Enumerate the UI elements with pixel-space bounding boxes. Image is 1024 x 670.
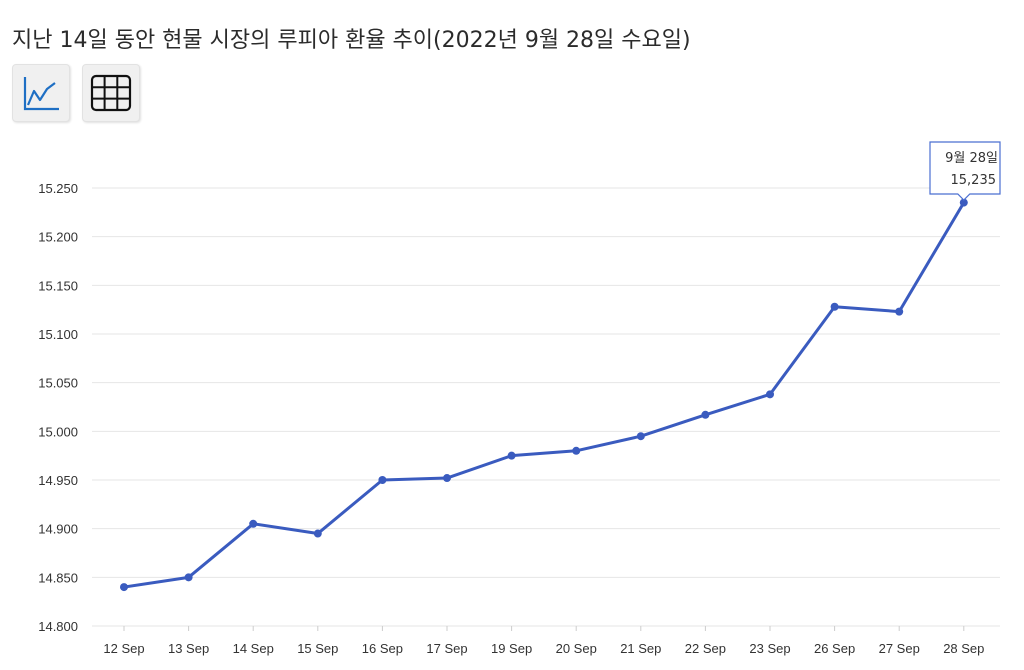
data-point — [184, 573, 193, 582]
data-point — [249, 519, 258, 528]
data-point — [313, 529, 322, 538]
data-point — [636, 432, 645, 441]
tooltip-date: 9월 28일 — [945, 151, 998, 166]
data-point — [120, 583, 128, 592]
y-tick-label: 14.900 — [38, 522, 78, 537]
x-tick-label: 22 Sep — [685, 641, 726, 656]
x-tick-label: 14 Sep — [233, 641, 274, 656]
y-tick-label: 15.250 — [38, 181, 78, 196]
data-point — [443, 474, 451, 483]
series-line — [123, 201, 966, 589]
x-tick-label: 19 Sep — [491, 641, 532, 656]
y-tick-label: 15.000 — [38, 424, 78, 439]
line-view-button[interactable] — [12, 64, 70, 122]
x-tick-label: 26 Sep — [814, 641, 855, 656]
x-tick-label: 28 Sep — [943, 641, 984, 656]
y-tick-label: 14.800 — [38, 619, 78, 634]
y-tick-label: 14.950 — [38, 473, 78, 488]
page-title: 지난 14일 동안 현물 시장의 루피아 환율 추이(2022년 9월 28일 … — [12, 28, 691, 53]
data-point — [766, 390, 774, 399]
y-tick-label: 15.200 — [38, 230, 78, 245]
data-point — [830, 302, 839, 311]
x-tick-label: 27 Sep — [879, 641, 920, 656]
x-tick-label: 20 Sep — [556, 641, 597, 656]
x-tick-label: 12 Sep — [103, 641, 144, 656]
x-tick-label: 17 Sep — [426, 641, 467, 656]
table-grid-icon — [90, 74, 132, 112]
data-point — [572, 446, 581, 455]
line-chart-icon — [23, 77, 59, 111]
x-tick-label: 13 Sep — [168, 641, 209, 656]
x-tick-label: 16 Sep — [362, 641, 403, 656]
x-tick-label: 15 Sep — [297, 641, 338, 656]
data-point — [959, 198, 968, 207]
line-chart: 14.800 14.850 14.900 14.950 15.000 15.050 15.1… — [38, 141, 1001, 656]
y-tick-label: 14.850 — [38, 570, 78, 585]
data-point — [507, 451, 516, 460]
data-point — [378, 476, 387, 484]
data-point — [701, 410, 710, 419]
y-tick-label: 15.050 — [38, 376, 78, 391]
y-tick-label: 15.100 — [38, 327, 78, 342]
y-tick-label: 15.150 — [38, 278, 78, 293]
table-view-button[interactable] — [82, 64, 140, 122]
x-tick-label: 21 Sep — [620, 641, 661, 656]
x-tick-label: 23 Sep — [749, 641, 790, 656]
data-point — [895, 307, 904, 316]
tooltip-box — [929, 141, 1001, 201]
tooltip-value: 15,235 — [951, 173, 997, 188]
